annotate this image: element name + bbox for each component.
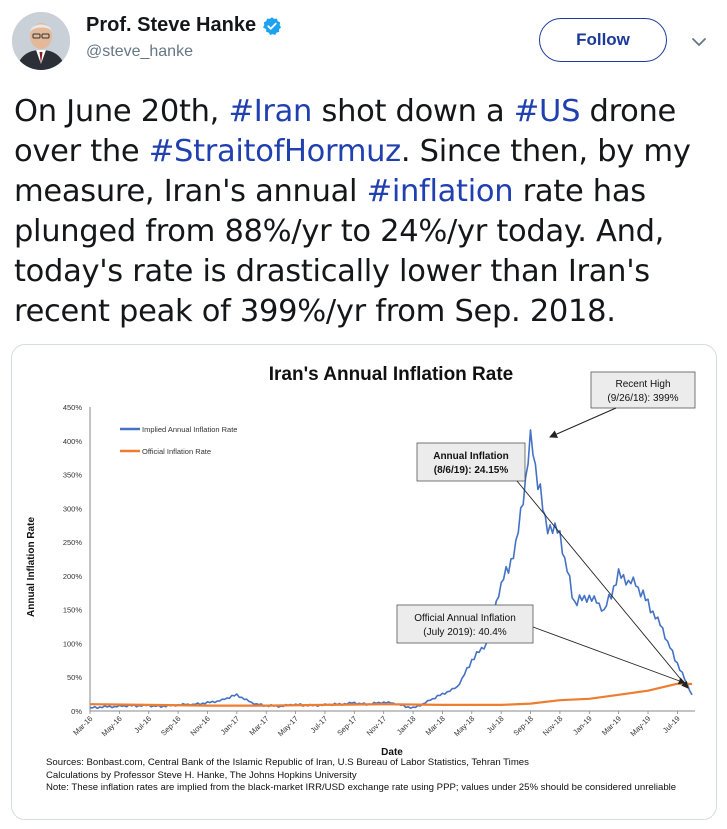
y-tick-label: 400% (63, 437, 83, 446)
legend-label-implied: Implied Annual Inflation Rate (142, 425, 237, 434)
x-tick-label: May-18 (452, 714, 476, 738)
tweet-text-segment: rate has plunged from 88%/yr to 24%/yr t… (14, 174, 665, 329)
tweet-text-segment: . Since then, by my measure, Iran's annu… (14, 134, 691, 209)
author-handle[interactable]: @steve_hanke (86, 43, 193, 60)
x-tick-label: Mar-16 (71, 714, 94, 737)
x-tick-label: Sep-16 (159, 714, 182, 737)
tweet-text: On June 20th, #Iran shot down a #US dron… (14, 92, 714, 332)
y-tick-label: 350% (63, 471, 83, 480)
chart-legend: Implied Annual Inflation Rate Official I… (120, 425, 237, 456)
follow-button[interactable]: Follow (539, 18, 667, 62)
x-tick-label: Jul-17 (309, 714, 330, 735)
y-tick-label: 150% (63, 606, 83, 615)
x-axis-label: Date (381, 747, 403, 758)
x-tick-label: Jan-18 (395, 714, 418, 737)
x-tick-label: Jan-17 (219, 714, 242, 737)
x-tick-label: Sep-18 (511, 714, 534, 737)
annotation-recent-high-detail: (9/26/18): 399% (607, 393, 678, 404)
x-tick-label: Jul-16 (132, 714, 153, 735)
y-tick-label: 300% (63, 504, 83, 513)
hashtag-link[interactable]: #Iran (228, 94, 313, 129)
hashtag-link[interactable]: #inflation (366, 174, 514, 209)
y-tick-label: 0% (71, 707, 82, 716)
y-tick-label: 100% (63, 639, 83, 648)
tweet-text-segment: On June 20th, (14, 94, 229, 129)
chart-image-card[interactable]: Iran's Annual Inflation Rate Annual Infl… (11, 344, 717, 820)
inflation-chart: Iran's Annual Inflation Rate Annual Infl… (26, 364, 696, 758)
x-tick-labels: Mar-16 May-16 Jul-16 Sep-16 Nov-16 Jan-17 Mar-… (71, 711, 682, 738)
author-name[interactable]: Prof. Steve Hanke (86, 14, 257, 36)
x-tick-label: Sep-17 (335, 714, 358, 737)
chart-sources: Sources: Bonbast.com, Central Bank of th… (46, 757, 676, 795)
legend-label-official: Official Inflation Rate (142, 447, 211, 456)
hashtag-link[interactable]: #US (513, 94, 581, 129)
chevron-down-icon[interactable] (691, 34, 707, 50)
y-tick-label: 250% (63, 538, 83, 547)
x-tick-label: Mar-18 (424, 714, 447, 737)
x-tick-label: Jan-19 (571, 714, 594, 737)
annotation-official-title: Official Annual Inflation (414, 613, 516, 624)
x-tick-label: May-16 (100, 714, 124, 738)
x-tick-label: Jul-19 (661, 714, 682, 735)
source-line: Note: These inflation rates are implied … (46, 782, 677, 793)
x-tick-label: Jul-18 (485, 714, 506, 735)
annotation-official-inflation: Official Annual Inflation (July 2019): 4… (396, 604, 686, 685)
chart-axes (89, 407, 695, 712)
profile-photo-icon (12, 12, 70, 70)
annotation-recent-high: Recent High (9/26/18): 399% (549, 371, 696, 438)
annotation-official-detail: (July 2019): 40.4% (423, 627, 506, 638)
annotation-annual-inflation-detail: (8/6/19): 24.15% (434, 465, 509, 476)
hashtag-link[interactable]: #StraitofHormuz (148, 134, 401, 169)
author-block[interactable]: Prof. Steve Hanke @steve_hanke (86, 14, 282, 61)
y-tick-label: 450% (63, 403, 83, 412)
source-line: Calculations by Professor Steve H. Hanke… (46, 769, 357, 781)
x-tick-label: May-17 (276, 714, 300, 738)
x-tick-label: May-19 (628, 714, 652, 738)
series-implied-line (89, 429, 693, 710)
annotation-annual-inflation: Annual Inflation (8/6/19): 24.15% (416, 442, 689, 689)
avatar[interactable] (12, 12, 70, 70)
y-axis-label: Annual Inflation Rate (26, 517, 37, 617)
y-tick-labels: 0% 50% 100% 150% 200% 250% 300% 350% 400% 450% (63, 403, 83, 716)
x-tick-label: Nov-16 (188, 714, 211, 737)
tweet-text-segment: drone over the (14, 94, 677, 169)
x-tick-label: Mar-17 (247, 714, 270, 737)
series-official-line (89, 682, 693, 707)
verified-badge-icon (263, 16, 282, 35)
x-tick-label: Nov-18 (541, 714, 564, 737)
source-line: Sources: Bonbast.com, Central Bank of th… (46, 757, 529, 768)
chart-series (89, 429, 693, 710)
annotation-recent-high-title: Recent High (615, 379, 670, 390)
annotation-annual-inflation-title: Annual Inflation (433, 451, 509, 462)
chart-title: Iran's Annual Inflation Rate (269, 364, 514, 385)
y-tick-label: 50% (67, 673, 82, 682)
x-tick-label: Mar-19 (600, 714, 623, 737)
y-tick-label: 200% (63, 572, 83, 581)
x-tick-label: Nov-17 (365, 714, 388, 737)
tweet-text-segment: shot down a (312, 94, 514, 129)
